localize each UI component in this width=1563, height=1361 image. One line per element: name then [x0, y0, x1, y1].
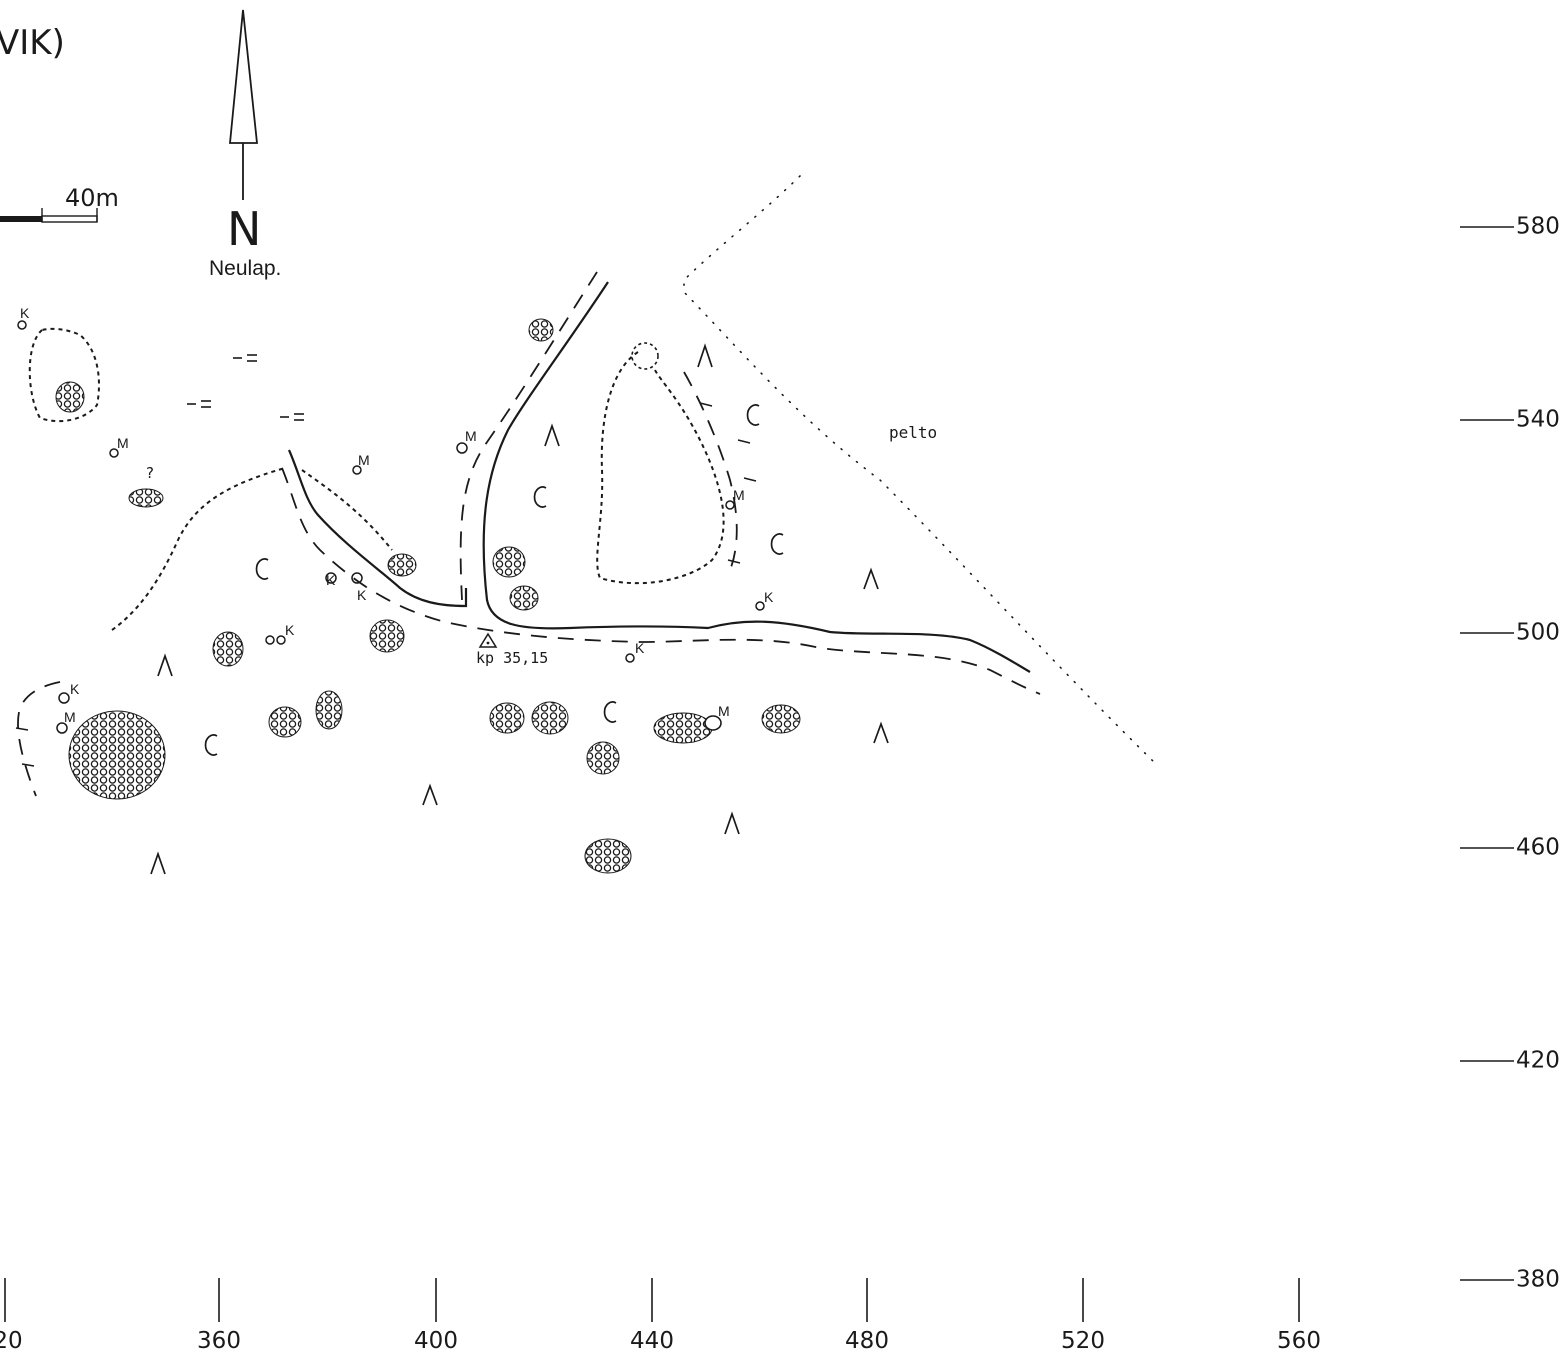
y-tick-label: 380 [1516, 1266, 1560, 1293]
projection-label: Neulap. [209, 257, 282, 280]
cairn [128, 488, 164, 508]
cairn [315, 690, 343, 730]
m-marker: M [117, 435, 129, 451]
x-tick-label: 520 [1061, 1328, 1105, 1354]
scale-bar [0, 208, 98, 223]
k-marker: K [285, 622, 295, 638]
scale-bar-label: 40m [65, 184, 119, 212]
cairn [761, 704, 801, 734]
cairn [584, 838, 632, 874]
cairn [212, 631, 244, 667]
slope-hatches [28, 327, 725, 631]
y-tick-label: 500 [1516, 619, 1560, 646]
k-marker: K [20, 305, 30, 321]
cairn [369, 619, 405, 653]
m-marker: M [718, 703, 730, 719]
cairn [55, 381, 85, 413]
cairn [653, 712, 713, 744]
cairn [509, 585, 539, 611]
k-marker: K [70, 681, 80, 697]
y-tick-label: 540 [1516, 406, 1560, 433]
pit-icon [631, 342, 659, 370]
m-marker: M [465, 428, 477, 444]
cairn [531, 701, 569, 735]
map-title: VIK) [0, 23, 65, 63]
field-label: pelto [889, 423, 938, 442]
y-tick-label: 580 [1516, 213, 1560, 240]
grid-ticks [4, 226, 1514, 1322]
x-tick-label: 560 [1277, 1328, 1321, 1354]
x-tick-label: 480 [845, 1328, 889, 1354]
y-tick-label: 460 [1516, 834, 1560, 861]
m-marker: M [733, 487, 745, 503]
k-marker: K [764, 589, 774, 605]
k-marker: K [635, 640, 645, 656]
cairn [489, 702, 525, 734]
cairn [387, 553, 417, 577]
x-tick-label: 440 [630, 1328, 674, 1354]
x-tick-label: 400 [414, 1328, 458, 1354]
deciduous-icons [204, 404, 784, 756]
field-boundary-line [683, 175, 1158, 766]
cairn [492, 546, 526, 578]
path-lines [17, 271, 1041, 797]
cairn-large [68, 710, 166, 800]
boulder-icon [704, 715, 722, 731]
y-tick-label: 420 [1516, 1047, 1560, 1074]
stone-symbols [17, 320, 765, 734]
x-tick-label: 20 [0, 1328, 23, 1354]
cairn [528, 318, 554, 342]
meadow-marks [187, 354, 304, 421]
k-marker: K [326, 572, 336, 588]
north-arrow-icon [229, 9, 258, 200]
m-marker: M [64, 709, 76, 725]
m-marker: M [358, 452, 370, 468]
cairn [268, 706, 302, 738]
k-marker: K [357, 587, 367, 603]
benchmark-icon [478, 632, 498, 648]
cairn [586, 741, 620, 775]
stone-cairns [55, 318, 801, 874]
benchmark-label: kp 35,15 [476, 649, 549, 667]
stream-lines [287, 281, 1031, 673]
conifer-icons [150, 343, 889, 875]
north-label: N [227, 202, 262, 256]
fence-ticks [15, 402, 757, 767]
x-tick-label: 360 [197, 1328, 241, 1354]
uncertain-mark: ? [146, 464, 154, 482]
